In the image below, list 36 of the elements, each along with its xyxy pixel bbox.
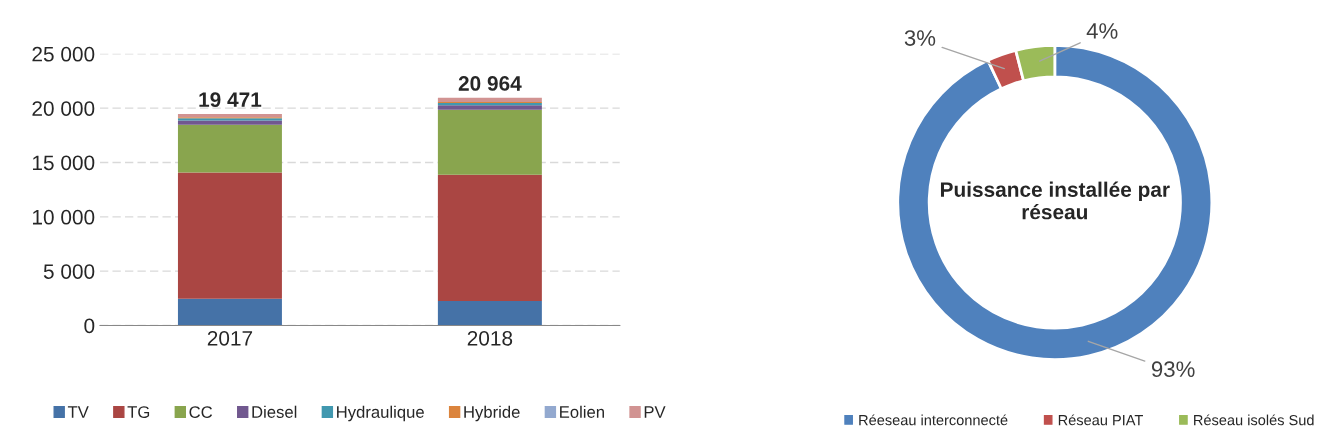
bar [437, 109, 542, 175]
bar [177, 113, 282, 118]
bar [177, 124, 282, 173]
total-label: 20 964 [458, 76, 522, 91]
bar [177, 172, 282, 299]
x-tick-label: 2018 [467, 330, 513, 346]
legend-label: Diesel [252, 405, 297, 418]
y-tick-label: 25 000 [32, 46, 95, 62]
legend-label: Hydraulique [337, 405, 424, 422]
legend-label: TV [67, 406, 89, 418]
bar [437, 300, 542, 326]
total-label: 19 471 [199, 92, 262, 108]
legend-label: Réseau PIAT [1058, 414, 1143, 426]
x-tick-label: 2017 [207, 330, 253, 346]
y-tick-label: 0 [84, 318, 95, 334]
y-tick-label: 5 000 [43, 264, 95, 279]
y-tick-label: 20 000 [32, 101, 95, 116]
y-tick-label: 10 000 [32, 209, 95, 225]
data-label: 93% [1151, 361, 1195, 378]
legend-label: CC [189, 406, 213, 418]
data-label: 4% [1086, 23, 1118, 39]
bar [437, 97, 542, 103]
bar [437, 174, 542, 301]
legend-label: Hybride [464, 405, 520, 422]
data-label: 3% [904, 30, 936, 46]
legend-label: Eolien [560, 405, 604, 418]
bar [437, 105, 542, 110]
legend-label: TG [127, 406, 150, 418]
text: Puissance installée par réseau [940, 181, 1170, 220]
legend-label: Réseau isolés Sud [1194, 414, 1314, 426]
donut-slice [896, 44, 1214, 361]
y-tick-label: 15 000 [32, 155, 95, 171]
bar [177, 298, 282, 326]
legend-label: Réeseau interconnecté [859, 414, 1008, 426]
bar [177, 120, 282, 125]
legend-label: PV [644, 406, 666, 418]
